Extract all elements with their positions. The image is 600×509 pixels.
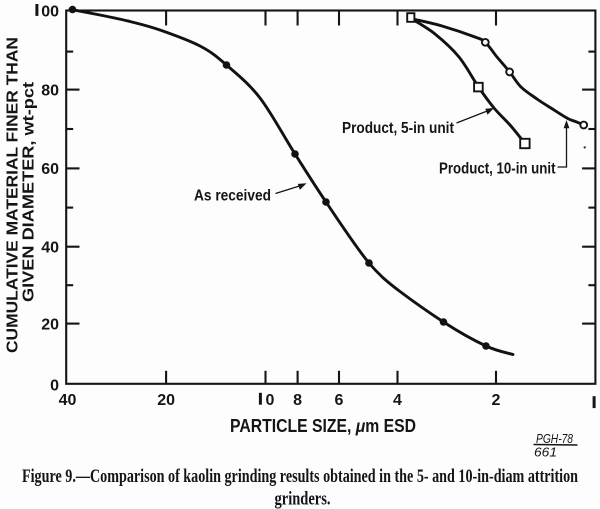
svg-text:0: 0 (50, 377, 59, 394)
svg-text:80: 80 (41, 82, 59, 99)
svg-text:0: 0 (266, 392, 275, 409)
svg-text:40: 40 (59, 392, 77, 409)
svg-text:6: 6 (335, 392, 344, 409)
svg-text:Figure 9.—Comparison of kaolin: Figure 9.—Comparison of kaolin grinding … (22, 466, 578, 487)
svg-text:2: 2 (492, 392, 501, 409)
svg-text:8: 8 (293, 392, 302, 409)
svg-text:Product, 10-in unit: Product, 10-in unit (439, 161, 556, 178)
svg-text:PGH-78: PGH-78 (536, 431, 574, 446)
svg-text:grinders.: grinders. (275, 489, 331, 509)
svg-text:Product, 5-in unit: Product, 5-in unit (342, 120, 455, 137)
svg-text:20: 20 (157, 392, 175, 409)
svg-text:661: 661 (534, 445, 557, 460)
svg-text:As received: As received (194, 188, 271, 205)
svg-text:40: 40 (41, 240, 59, 257)
svg-text:20: 20 (41, 316, 59, 333)
svg-text:60: 60 (41, 161, 59, 178)
svg-text:4: 4 (393, 392, 402, 409)
svg-text:CUMULATIVE MATERIAL FINER THAN: CUMULATIVE MATERIAL FINER THAN (5, 37, 22, 353)
svg-text:00: 00 (41, 3, 59, 20)
svg-text:GIVEN DIAMETER, wt-pct: GIVEN DIAMETER, wt-pct (21, 82, 38, 302)
svg-text:PARTICLE SIZE, μm ESD: PARTICLE SIZE, μm ESD (230, 416, 416, 436)
